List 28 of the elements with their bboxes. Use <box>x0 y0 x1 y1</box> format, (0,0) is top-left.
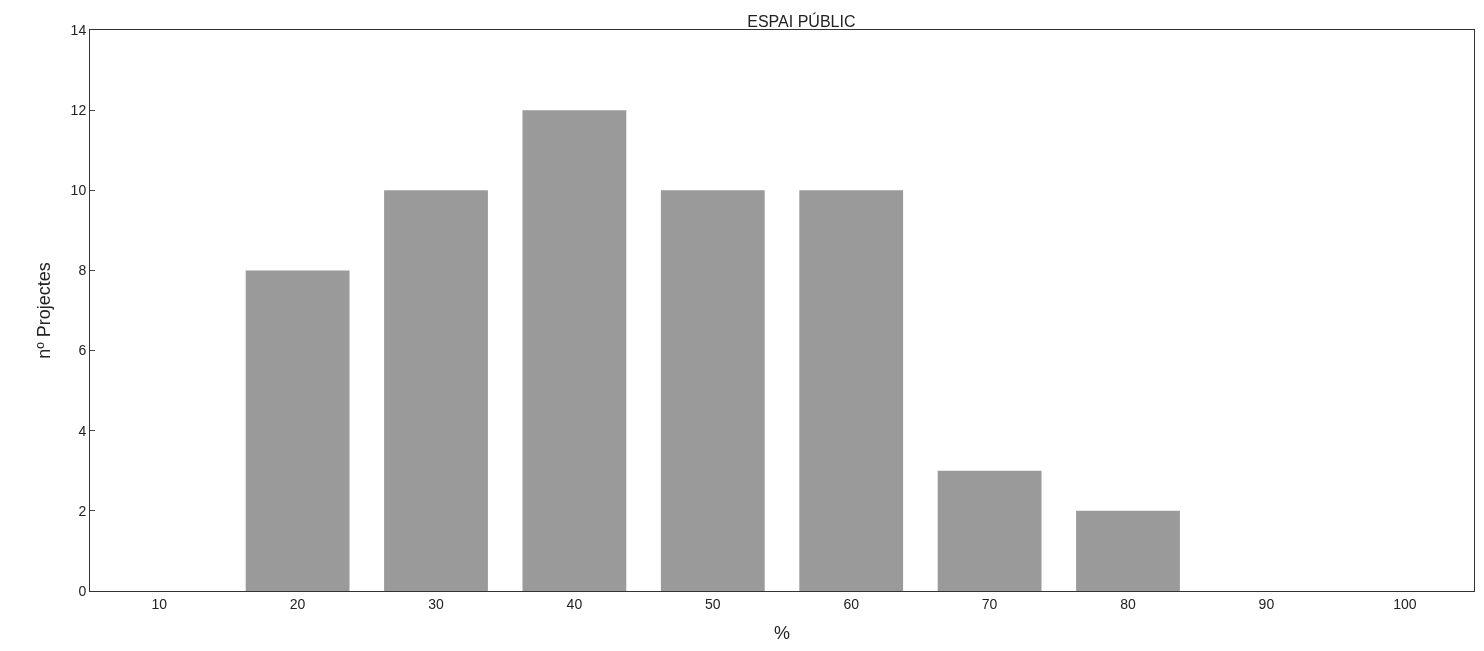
bar <box>937 470 1042 591</box>
y-tick-label: 4 <box>78 422 87 439</box>
bar <box>1076 510 1180 591</box>
bar <box>245 270 350 591</box>
x-tick-label: 60 <box>843 595 860 612</box>
x-tick-label: 50 <box>705 595 721 612</box>
x-tick-label: 10 <box>151 595 168 612</box>
x-axis-title: % <box>773 622 791 643</box>
y-tick-label: 2 <box>78 502 87 519</box>
y-tick-label: 0 <box>78 582 87 599</box>
y-axis-title: nº Projectes <box>33 262 54 359</box>
bar <box>799 190 904 591</box>
bar <box>660 190 765 591</box>
bar <box>522 110 627 591</box>
x-tick-label: 40 <box>566 595 583 612</box>
x-tick-label: 20 <box>289 595 306 612</box>
x-tick-label: 70 <box>981 595 998 612</box>
y-tick-label: 14 <box>70 21 87 38</box>
x-tick-label: 100 <box>1393 595 1417 612</box>
x-tick-label: 80 <box>1120 595 1136 612</box>
bar <box>384 190 488 591</box>
y-tick-label: 10 <box>70 182 87 199</box>
y-tick-label: 8 <box>78 262 87 279</box>
chart-title: ESPAI PÚBLIC <box>747 12 856 31</box>
y-tick-label: 12 <box>70 102 87 119</box>
x-tick-label: 30 <box>428 595 444 612</box>
y-tick-label: 6 <box>78 342 87 359</box>
x-tick-label: 90 <box>1258 595 1275 612</box>
